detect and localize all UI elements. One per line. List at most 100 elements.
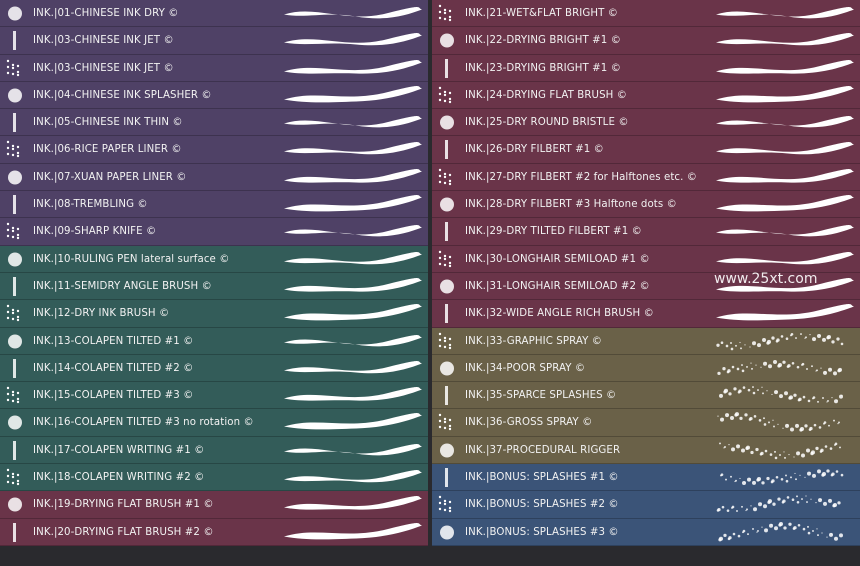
brush-tip-icon — [440, 33, 454, 48]
brush-stroke-preview — [716, 85, 854, 103]
brush-tip-icon — [8, 88, 22, 103]
brush-row[interactable]: INK.|18-COLAPEN WRITING #2 © — [0, 464, 428, 492]
brush-row[interactable]: INK.|29-DRY TILTED FILBERT #1 © — [432, 218, 860, 246]
brush-name-label: INK.|BONUS: SPLASHES #2 © — [465, 499, 619, 511]
brush-name-label: INK.|17-COLAPEN WRITING #1 © — [33, 444, 205, 456]
brush-tip-icon — [438, 250, 452, 267]
brush-name-label: INK.|34-POOR SPRAY © — [465, 362, 586, 374]
brush-stroke-preview — [284, 413, 422, 430]
brush-tip-icon — [8, 497, 22, 512]
brush-row[interactable]: INK.|08-TREMBLING © — [0, 191, 428, 219]
brush-row[interactable]: INK.|11-SEMIDRY ANGLE BRUSH © — [0, 272, 428, 301]
brush-name-label: INK.|23-DRYING BRIGHT #1 © — [465, 62, 621, 74]
brush-row[interactable]: INK.|10-RULING PEN lateral surface © — [0, 245, 428, 273]
brush-row[interactable]: INK.|16-COLAPEN TILTED #3 no rotation © — [0, 409, 428, 437]
brush-row[interactable]: INK.|26-DRY FILBERT #1 © — [432, 136, 860, 164]
brush-name-label: INK.|14-COLAPEN TILTED #2 © — [33, 362, 194, 374]
brush-row[interactable]: INK.|32-WIDE ANGLE RICH BRUSH © — [432, 300, 860, 328]
brush-tip-icon — [438, 86, 452, 104]
brush-tip-icon — [6, 141, 20, 158]
brush-row[interactable]: INK.|BONUS: SPLASHES #3 © — [432, 518, 860, 546]
brush-row[interactable]: INK.|17-COLAPEN WRITING #1 © — [0, 436, 428, 465]
brush-stroke-preview — [716, 277, 854, 292]
brush-row[interactable]: INK.|27-DRY FILBERT #2 for Halftones etc… — [432, 163, 860, 192]
brush-tip-icon — [13, 522, 16, 542]
brush-name-label: INK.|36-GROSS SPRAY © — [465, 417, 593, 429]
brush-name-label: INK.|09-SHARP KNIFE © — [33, 226, 157, 238]
brush-tip-icon — [8, 334, 22, 349]
brush-stroke-preview — [716, 7, 854, 19]
brush-row[interactable]: INK.|13-COLAPEN TILTED #1 © — [0, 327, 428, 355]
brush-name-label: INK.|19-DRYING FLAT BRUSH #1 © — [33, 499, 214, 511]
brush-stroke-preview — [284, 116, 422, 128]
brush-tip-icon — [13, 113, 16, 133]
brush-name-label: INK.|33-GRAPHIC SPRAY © — [465, 335, 603, 347]
brush-name-label: INK.|12-DRY INK BRUSH © — [33, 308, 170, 320]
brush-row[interactable]: INK.|31-LONGHAIR SEMILOAD #2 © — [432, 272, 860, 301]
brush-name-label: INK.|10-RULING PEN lateral surface © — [33, 253, 230, 265]
brush-row[interactable]: INK.|28-DRY FILBERT #3 Halftone dots © — [432, 191, 860, 219]
brush-stroke-preview — [717, 412, 840, 433]
brush-row[interactable]: INK.|01-CHINESE INK DRY © — [0, 0, 428, 28]
brush-row[interactable]: INK.|34-POOR SPRAY © — [432, 354, 860, 383]
brush-row[interactable]: INK.|22-DRYING BRIGHT #1 © — [432, 27, 860, 55]
brush-row[interactable]: INK.|30-LONGHAIR SEMILOAD #1 © — [432, 245, 860, 273]
brush-row[interactable]: INK.|20-DRYING FLAT BRUSH #2 © — [0, 518, 428, 546]
brush-stroke-preview — [284, 334, 422, 346]
brush-name-label: INK.|13-COLAPEN TILTED #1 © — [33, 335, 194, 347]
brush-tip-icon — [440, 361, 454, 376]
brush-row[interactable]: INK.|21-WET&FLAT BRIGHT © — [432, 0, 860, 28]
brush-tip-icon — [440, 197, 454, 212]
brush-tip-icon — [438, 168, 452, 185]
brush-row[interactable]: INK.|19-DRYING FLAT BRUSH #1 © — [0, 491, 428, 519]
brush-name-label: INK.|11-SEMIDRY ANGLE BRUSH © — [33, 280, 212, 292]
watermark-text: www.25xt.com — [714, 271, 818, 287]
brush-name-label: INK.|21-WET&FLAT BRIGHT © — [465, 8, 619, 19]
brush-tip-icon — [6, 305, 20, 322]
brush-row[interactable]: INK.|25-DRY ROUND BRISTLE © — [432, 109, 860, 137]
brush-tip-icon — [6, 223, 20, 240]
brush-name-label: INK.|07-XUAN PAPER LINER © — [33, 171, 187, 183]
brush-stroke-preview — [284, 33, 422, 46]
brush-name-label: INK.|06-RICE PAPER LINER © — [33, 144, 182, 156]
brush-tip-icon — [445, 58, 448, 78]
brush-tip-icon — [8, 252, 22, 267]
brush-tip-icon — [438, 332, 452, 349]
brush-stroke-preview — [716, 251, 854, 264]
brush-tip-icon — [440, 443, 454, 458]
brush-stroke-preview — [284, 168, 422, 183]
brush-row[interactable]: INK.|05-CHINESE INK THIN © — [0, 109, 428, 137]
brush-tip-icon — [445, 222, 448, 242]
brush-tip-icon — [445, 468, 448, 488]
brush-tip-icon — [8, 6, 22, 21]
brush-name-label: INK.|04-CHINESE INK SPLASHER © — [33, 89, 212, 101]
brush-name-label: INK.|03-CHINESE INK JET © — [33, 35, 174, 47]
brush-row[interactable]: INK.|BONUS: SPLASHES #2 © — [432, 491, 860, 519]
brush-row[interactable]: INK.|14-COLAPEN TILTED #2 © — [0, 354, 428, 383]
brush-row[interactable]: INK.|BONUS: SPLASHES #1 © — [432, 464, 860, 492]
brush-row[interactable]: INK.|03-CHINESE INK JET © — [0, 54, 428, 82]
brush-row[interactable]: INK.|33-GRAPHIC SPRAY © — [432, 327, 860, 355]
brush-row[interactable]: INK.|15-COLAPEN TILTED #3 © — [0, 382, 428, 410]
brush-row[interactable]: INK.|36-GROSS SPRAY © — [432, 409, 860, 437]
brush-row[interactable]: INK.|24-DRYING FLAT BRUSH © — [432, 81, 860, 110]
brush-tip-icon — [445, 140, 448, 160]
brush-row[interactable]: INK.|07-XUAN PAPER LINER © — [0, 163, 428, 192]
brush-row[interactable]: INK.|09-SHARP KNIFE © — [0, 218, 428, 246]
brush-tip-icon — [6, 59, 20, 76]
brush-row[interactable]: INK.|03-CHINESE INK JET © — [0, 27, 428, 55]
brush-row[interactable]: INK.|23-DRYING BRIGHT #1 © — [432, 54, 860, 82]
brush-row[interactable]: INK.|12-DRY INK BRUSH © — [0, 300, 428, 328]
brush-row[interactable]: INK.|04-CHINESE INK SPLASHER © — [0, 81, 428, 110]
brush-tip-icon — [13, 31, 16, 51]
brush-name-label: INK.|35-SPARCE SPLASHES © — [465, 390, 617, 402]
brush-stroke-preview — [284, 277, 422, 292]
brush-stroke-preview — [720, 469, 844, 486]
brush-row[interactable]: INK.|35-SPARCE SPLASHES © — [432, 382, 860, 410]
brush-stroke-preview — [284, 251, 422, 264]
brush-stroke-preview — [284, 304, 422, 321]
brush-stroke-preview — [284, 7, 422, 19]
brush-row[interactable]: INK.|06-RICE PAPER LINER © — [0, 136, 428, 164]
brush-stroke-preview — [719, 442, 841, 459]
brush-row[interactable]: INK.|37-PROCEDURAL RIGGER — [432, 436, 860, 465]
